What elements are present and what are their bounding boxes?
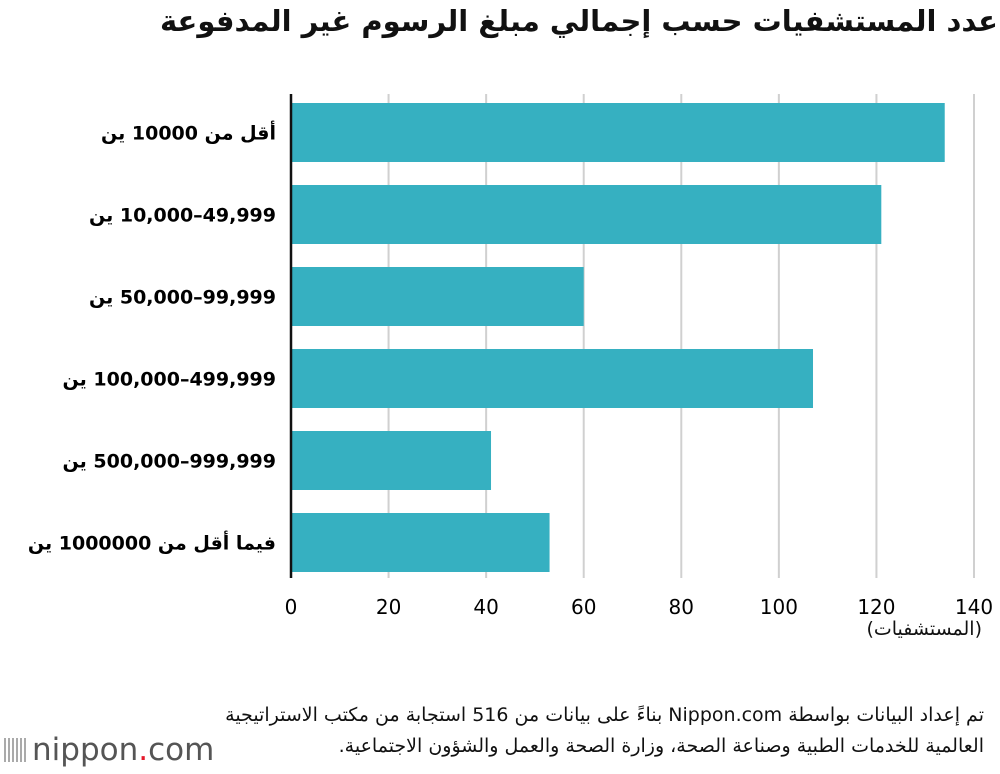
x-axis-label: (المستشفيات) (866, 618, 982, 640)
source-note: تم إعداد البيانات بواسطة Nippon.com بناء… (225, 704, 984, 757)
category-label: أقل من 10000 ين (101, 121, 276, 145)
x-tick-label: 120 (857, 595, 895, 619)
x-tick-label: 100 (760, 595, 798, 619)
bar (291, 185, 882, 244)
bar (291, 267, 584, 326)
category-label: فيما أقل من 1000000 ين (28, 531, 276, 555)
x-tick-label: 60 (571, 595, 596, 619)
nippon-logo: nippon.com (4, 732, 214, 768)
category-label: 499,999–100,000 ين (63, 369, 276, 391)
x-tick-label: 0 (285, 595, 298, 619)
category-label: 999,999–500,000 ين (63, 451, 276, 473)
bar (291, 103, 945, 162)
x-tick-label: 140 (955, 595, 993, 619)
x-tick-label: 40 (473, 595, 498, 619)
chart-title: عدد المستشفيات حسب إجمالي مبلغ الرسوم غي… (159, 4, 998, 38)
bar (291, 349, 814, 408)
x-tick-label: 80 (669, 595, 694, 619)
bar (291, 431, 492, 490)
bar (291, 513, 550, 572)
category-label: 49,999–10,000 ين (89, 205, 276, 227)
x-tick-label: 20 (376, 595, 401, 619)
category-label: 99,999–50,000 ين (89, 287, 276, 309)
logo-bars-icon (4, 738, 26, 762)
